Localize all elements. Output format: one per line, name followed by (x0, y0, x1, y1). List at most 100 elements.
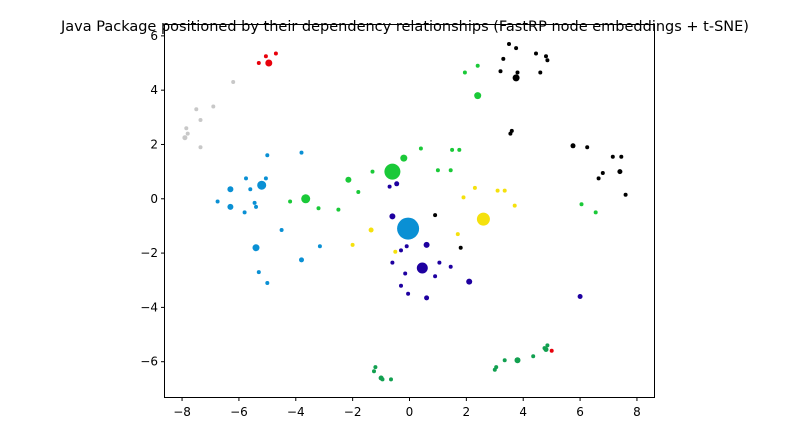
data-point-93 (403, 271, 408, 276)
data-point-112 (389, 377, 393, 382)
data-point-105 (514, 357, 521, 364)
data-point-40 (457, 147, 462, 152)
data-point-74 (495, 188, 500, 193)
data-point-77 (512, 203, 517, 208)
data-point-34 (458, 245, 463, 250)
data-point-99 (577, 294, 583, 299)
data-point-54 (265, 153, 270, 158)
x-tick-label: −4 (287, 405, 305, 419)
data-point-31 (596, 176, 601, 181)
data-point-62 (252, 200, 257, 205)
data-point-90 (437, 260, 442, 265)
data-point-103 (531, 354, 536, 359)
data-point-95 (466, 278, 473, 285)
data-point-68 (252, 244, 260, 252)
data-point-35 (462, 70, 467, 75)
x-tick-label: 8 (633, 405, 641, 419)
data-point-46 (345, 176, 352, 183)
y-tick-label: 0 (150, 192, 158, 206)
y-tick-label: 4 (150, 83, 158, 97)
data-point-65 (242, 210, 247, 215)
data-point-88 (399, 248, 403, 253)
y-tick-label: 2 (150, 137, 158, 151)
data-point-104 (502, 358, 507, 363)
data-point-53 (593, 210, 598, 215)
data-point-79 (368, 227, 374, 233)
x-tick-label: 4 (519, 405, 527, 419)
data-point-26 (585, 145, 590, 150)
data-point-30 (617, 169, 623, 175)
data-point-83 (394, 181, 400, 187)
data-point-1 (263, 54, 268, 59)
data-point-24 (508, 131, 513, 136)
data-point-42 (384, 163, 401, 180)
data-point-37 (474, 92, 482, 100)
data-point-111 (380, 377, 385, 382)
x-axis: −8 −6 −4 −2 0 2 4 6 8 (173, 397, 641, 419)
data-point-20 (515, 70, 520, 75)
data-point-38 (418, 146, 423, 151)
plot-frame (164, 24, 655, 398)
data-point-27 (610, 154, 615, 159)
data-point-6 (211, 104, 216, 109)
data-point-97 (406, 291, 411, 296)
data-point-109 (372, 369, 376, 374)
y-axis: −6 −4 −2 0 2 4 6 (140, 29, 165, 369)
y-tick-label: −2 (140, 246, 158, 260)
x-tick-label: 6 (576, 405, 584, 419)
data-point-5 (231, 80, 236, 84)
x-tick-label: 2 (463, 405, 471, 419)
data-point-18 (545, 58, 550, 63)
data-point-59 (227, 186, 234, 193)
data-point-80 (350, 242, 355, 247)
data-point-100 (545, 343, 550, 348)
data-point-63 (227, 203, 234, 210)
data-point-55 (299, 150, 304, 155)
data-point-64 (254, 204, 258, 209)
data-point-76 (461, 195, 466, 200)
data-point-8 (198, 118, 203, 122)
x-tick-label: −6 (230, 405, 248, 419)
x-tick-label: −8 (173, 405, 191, 419)
data-point-56 (263, 176, 268, 181)
data-point-49 (288, 199, 293, 204)
data-point-81 (455, 232, 460, 237)
data-point-36 (475, 63, 480, 68)
data-point-13 (507, 42, 511, 46)
data-point-78 (476, 212, 490, 226)
data-point-47 (356, 190, 361, 194)
points-layer (182, 42, 628, 382)
data-point-9 (184, 126, 189, 131)
data-point-71 (265, 281, 270, 285)
data-point-7 (194, 107, 199, 112)
data-point-44 (448, 168, 453, 173)
data-point-3 (273, 51, 278, 56)
data-point-0 (256, 61, 261, 65)
y-tick-label: −4 (140, 300, 158, 314)
data-point-82 (393, 249, 398, 254)
data-point-70 (256, 270, 261, 275)
data-point-17 (544, 54, 548, 59)
data-point-43 (435, 168, 440, 173)
data-point-21 (538, 70, 543, 75)
data-point-107 (492, 367, 497, 372)
data-point-19 (498, 69, 503, 74)
data-point-16 (534, 51, 538, 56)
data-point-11 (182, 135, 188, 141)
data-point-32 (623, 192, 628, 197)
data-point-4 (549, 348, 554, 353)
data-point-96 (399, 283, 403, 288)
data-point-75 (502, 188, 507, 193)
data-point-91 (416, 262, 428, 274)
data-point-89 (390, 260, 395, 265)
chart-title: Java Package positioned by their depende… (60, 19, 749, 35)
data-point-87 (404, 244, 409, 249)
data-point-10 (185, 131, 190, 136)
data-point-48 (301, 194, 311, 204)
data-point-51 (336, 207, 341, 212)
data-point-25 (570, 143, 576, 149)
data-point-60 (248, 187, 253, 192)
data-point-29 (600, 171, 605, 175)
data-point-39 (450, 147, 455, 152)
data-point-72 (397, 217, 420, 240)
